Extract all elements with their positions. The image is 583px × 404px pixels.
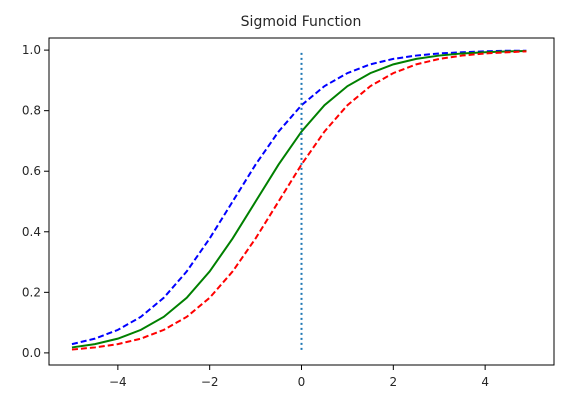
- series-line-2: [71, 50, 527, 349]
- y-tick-label: 1.0: [22, 43, 41, 57]
- series-line-1: [71, 49, 527, 346]
- x-tick-label: 4: [481, 375, 489, 389]
- x-tick-label: −4: [109, 375, 127, 389]
- plot-area: [71, 49, 527, 351]
- chart-title: Sigmoid Function: [241, 14, 362, 30]
- y-tick-label: 0.0: [22, 346, 41, 360]
- plot-frame: [48, 37, 555, 366]
- x-tick-label: −2: [201, 375, 219, 389]
- y-axis: 0.0 0.2 0.4 0.6 0.8 1.0: [22, 43, 49, 360]
- y-tick-label: 0.4: [22, 225, 41, 239]
- series-line-3: [71, 50, 527, 351]
- y-tick-label: 0.6: [22, 164, 41, 178]
- y-tick-label: 0.8: [22, 104, 41, 118]
- x-tick-label: 0: [298, 375, 306, 389]
- y-tick-label: 0.2: [22, 285, 41, 299]
- x-tick-label: 2: [389, 375, 397, 389]
- x-axis: −4 −2 0 2 4: [109, 365, 489, 389]
